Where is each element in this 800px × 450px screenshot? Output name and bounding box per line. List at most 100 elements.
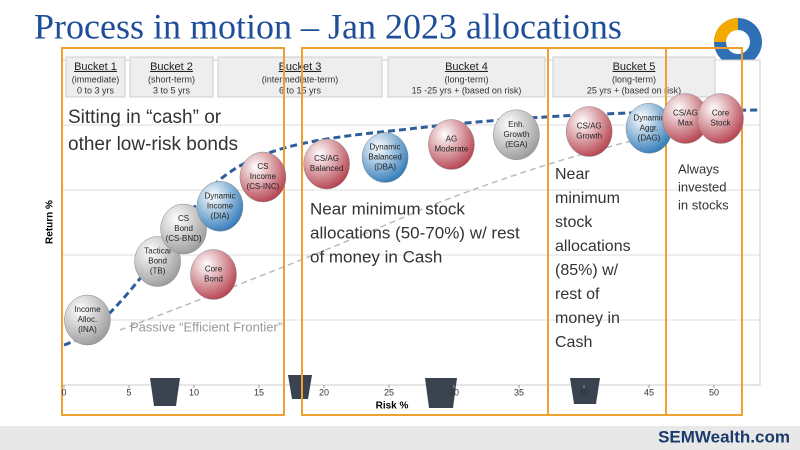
callout-line: Near [555, 166, 590, 183]
bubble [196, 181, 244, 232]
bubble-label: Stock [710, 119, 731, 128]
callout-line: (85%) w/ [555, 262, 619, 279]
logo [714, 18, 762, 66]
callout-line: of money in Cash [310, 247, 442, 266]
callout-line: money in [555, 310, 620, 327]
bucket-term: (short-term) [148, 74, 195, 84]
bubble [190, 249, 237, 300]
x-tick-label: 25 [384, 387, 394, 397]
callout-line: rest of [555, 286, 600, 303]
x-tick-label: 0 [61, 387, 66, 397]
bubble-label: Income [74, 305, 101, 314]
bucket-header [65, 56, 126, 98]
bucket-term: (long-term) [612, 74, 656, 84]
bubble [134, 236, 181, 287]
bubble-label: Aggr. [640, 123, 659, 132]
bubble-label: Balanced [310, 164, 343, 173]
bucket-range: 15 -25 yrs + (based on risk) [412, 85, 522, 95]
bubble-label: Dynamic [370, 143, 401, 152]
bucket-range: 6 to 15 yrs [279, 85, 322, 95]
x-tick-label: 50 [709, 387, 719, 397]
bubble-label: Tactical [144, 247, 171, 256]
bubble-label: (EGA) [505, 140, 528, 149]
bubble-label: (DAG) [638, 133, 661, 142]
bucket-term: (immediate) [72, 74, 120, 84]
x-tick-label: 5 [126, 387, 131, 397]
callout-line: allocations [555, 238, 631, 255]
bubble-label: Bond [204, 275, 223, 284]
x-tick-label: 40 [579, 387, 589, 397]
callout-line: Always [678, 161, 720, 176]
x-tick-label: 15 [254, 387, 264, 397]
x-axis-label: Risk % [376, 401, 409, 412]
bubble-label: Income [250, 172, 277, 181]
slide-title: Process in motion – Jan 2023 allocations [34, 6, 622, 46]
x-tick-label: 20 [319, 387, 329, 397]
callout-line: minimum [555, 190, 620, 207]
bubble-label: Balanced [368, 153, 401, 162]
bucket-header [552, 56, 716, 98]
callout-line: invested [678, 179, 726, 194]
x-tick-label: 30 [449, 387, 459, 397]
bubble-label: Bond [174, 224, 193, 233]
bubble-label: CS/AG [673, 109, 698, 118]
callout-line: Sitting in “cash” or [68, 107, 222, 128]
bubble [565, 106, 613, 157]
bucket-name: Bucket 3 [279, 61, 322, 73]
bubble-label: Enh. [508, 120, 524, 129]
x-tick-label: 10 [189, 387, 199, 397]
bucket-name: Bucket 5 [613, 61, 656, 73]
callout-line: allocations (50-70%) w/ rest [310, 223, 520, 242]
bucket-name: Bucket 1 [74, 61, 117, 73]
callout-line: other low-risk bonds [68, 134, 238, 155]
bubble-label: CS [257, 162, 268, 171]
bubble [697, 93, 744, 144]
x-tick-label: 35 [514, 387, 524, 397]
footer-bar [0, 426, 800, 450]
bubble-label: Dynamic [633, 113, 664, 122]
bubble-label: Core [712, 109, 730, 118]
bucket-name: Bucket 4 [445, 61, 488, 73]
callout-line: in stocks [678, 197, 729, 212]
y-axis-label: Return % [45, 200, 56, 244]
bucket-range: 3 to 5 yrs [153, 85, 191, 95]
bubble-label: Growth [576, 132, 602, 141]
bubble-label: (CS-BND) [166, 234, 202, 243]
bucket-range: 25 yrs + (based on risk) [587, 85, 681, 95]
bucket-term: (intermediate-term) [262, 74, 339, 84]
bubble [493, 109, 540, 160]
callout-line: Cash [555, 334, 592, 351]
bubble-label: (CS-INC) [246, 182, 279, 191]
bubble-label: Bond [148, 257, 167, 266]
bucket-term: (long-term) [444, 74, 488, 84]
bubble-label: Dynamic [204, 191, 235, 200]
buckets-icons [150, 375, 600, 408]
bucket-header [217, 56, 383, 98]
bubble [64, 294, 111, 346]
bucket-header [129, 56, 214, 98]
bubble-label: Alloc. [78, 315, 98, 324]
bucket-name: Bucket 2 [150, 61, 193, 73]
bubble-label: Moderate [435, 145, 469, 154]
bubble-label: (DBA) [374, 163, 396, 172]
bucket-frames [61, 47, 743, 416]
bubble-label: AG [446, 135, 458, 144]
bubble-label: Max [678, 119, 693, 128]
bubble [303, 138, 350, 190]
bubble-label: Income [207, 201, 234, 210]
footer: SEMWealth.com [658, 427, 790, 446]
bubble-label: Core [205, 265, 223, 274]
callout-line: stock [555, 214, 593, 231]
bubble-label: (DIA) [211, 211, 230, 220]
bubble-label: (TB) [150, 267, 166, 276]
bucket-range: 0 to 3 yrs [77, 85, 115, 95]
bubble [239, 151, 287, 203]
bubble-label: CS/AG [314, 154, 339, 163]
bubble [361, 132, 409, 183]
annotation: Passive “Efficient Frontier” [130, 319, 282, 334]
callout-line: Near minimum stock [310, 199, 465, 218]
bubble [160, 203, 207, 255]
bubble [428, 119, 475, 170]
bubble-label: CS/AG [577, 122, 602, 131]
